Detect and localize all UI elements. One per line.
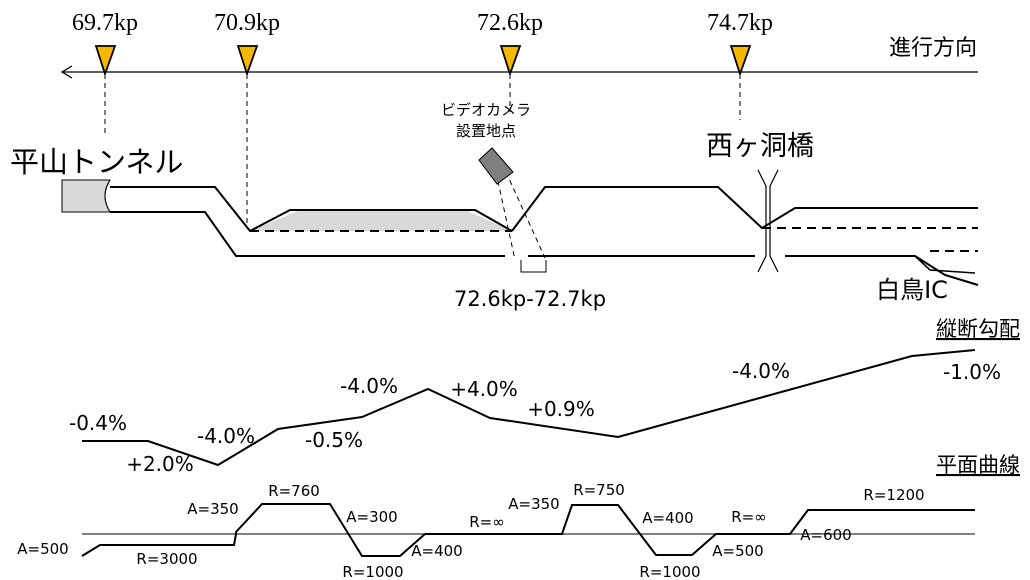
kp-label-3: 72.6kp (477, 10, 543, 36)
road-edge-upper-right (511, 186, 978, 232)
curve-profile-line (81, 503, 975, 557)
gradient-label-3: -4.0% (197, 424, 255, 448)
tunnel-mouth (104, 179, 111, 213)
curve-label-15: A=600 (800, 526, 851, 544)
curve-label-7: A=400 (411, 542, 462, 560)
bridge-rail-left (757, 169, 767, 273)
kp-marker-4: 74.7kp (707, 10, 773, 120)
curve-label-1: A=500 (17, 540, 68, 558)
road-edge-upper-left (110, 186, 513, 233)
kp-marker-2: 70.9kp (214, 10, 280, 226)
camera-view-left (495, 171, 516, 261)
interchange-label: 白鳥IC (876, 276, 948, 304)
curve-label-12: R=1000 (639, 563, 700, 580)
tunnel-label: 平山トンネル (10, 145, 183, 179)
gradient-label-8: -4.0% (732, 359, 790, 383)
road-edge-lower-right (785, 255, 979, 286)
gradient-label-9: -1.0% (943, 360, 1001, 384)
median-shade (250, 210, 512, 231)
kp-triangle-2 (236, 45, 259, 77)
gradient-profile-line (82, 349, 976, 467)
kp-triangle-3 (499, 45, 522, 77)
curve-label-8: R=∞ (469, 513, 505, 531)
camera-range-label: 72.6kp-72.7kp (454, 287, 606, 311)
kp-triangle-4 (729, 45, 752, 77)
curve-label-4: R=760 (268, 482, 320, 500)
curve-label-5: A=300 (346, 508, 397, 526)
camera-range-bracket (520, 260, 547, 273)
gradient-label-6: +4.0% (450, 377, 518, 401)
gradient-title: 縦断勾配 (936, 317, 1020, 341)
kp-triangle-1 (94, 45, 117, 77)
kp-label-1: 69.7kp (72, 10, 138, 36)
gradient-label-1: -0.4% (69, 411, 127, 435)
bridge-label: 西ヶ洞橋 (706, 131, 814, 162)
kp-marker-3: 72.6kp (477, 10, 543, 112)
kp-marker-1: 69.7kp (72, 10, 138, 134)
curve-label-9: A=350 (508, 495, 559, 513)
kp-label-4: 74.7kp (707, 10, 773, 36)
video-camera-icon (478, 147, 514, 185)
curve-label-3: A=350 (187, 500, 238, 518)
curve-labels: A=500 R=3000 A=350 R=760 A=300 R=1000 A=… (17, 481, 924, 580)
gradient-label-4: -0.5% (305, 428, 363, 452)
curve-label-11: A=400 (642, 509, 693, 527)
camera-label-line1: ビデオカメラ (441, 101, 531, 119)
ic-ramp (914, 255, 976, 274)
curve-label-6: R=1000 (342, 563, 403, 580)
gradient-label-5: -4.0% (340, 374, 398, 398)
curve-label-13: R=∞ (731, 508, 767, 526)
camera-view-right (505, 171, 546, 259)
direction-arrowhead (60, 65, 73, 79)
curve-title: 平面曲線 (936, 453, 1020, 477)
curve-label-2: R=3000 (136, 550, 197, 568)
camera-label-line2: 設置地点 (456, 122, 516, 140)
road-plan (61, 147, 979, 286)
direction-label: 進行方向 (889, 36, 977, 61)
gradient-label-7: +0.9% (527, 397, 595, 421)
curve-label-14: A=500 (712, 542, 763, 560)
gradient-labels: -0.4% +2.0% -4.0% -0.5% -4.0% +4.0% +0.9… (69, 359, 1001, 476)
road-edge-lower-left (110, 211, 505, 257)
curve-label-10: R=750 (573, 481, 625, 499)
bridge-rail-right (769, 169, 779, 273)
curve-label-16: R=1200 (863, 486, 924, 504)
gradient-label-2: +2.0% (126, 452, 194, 476)
kp-label-2: 70.9kp (214, 10, 280, 36)
tunnel-portal (61, 179, 111, 213)
